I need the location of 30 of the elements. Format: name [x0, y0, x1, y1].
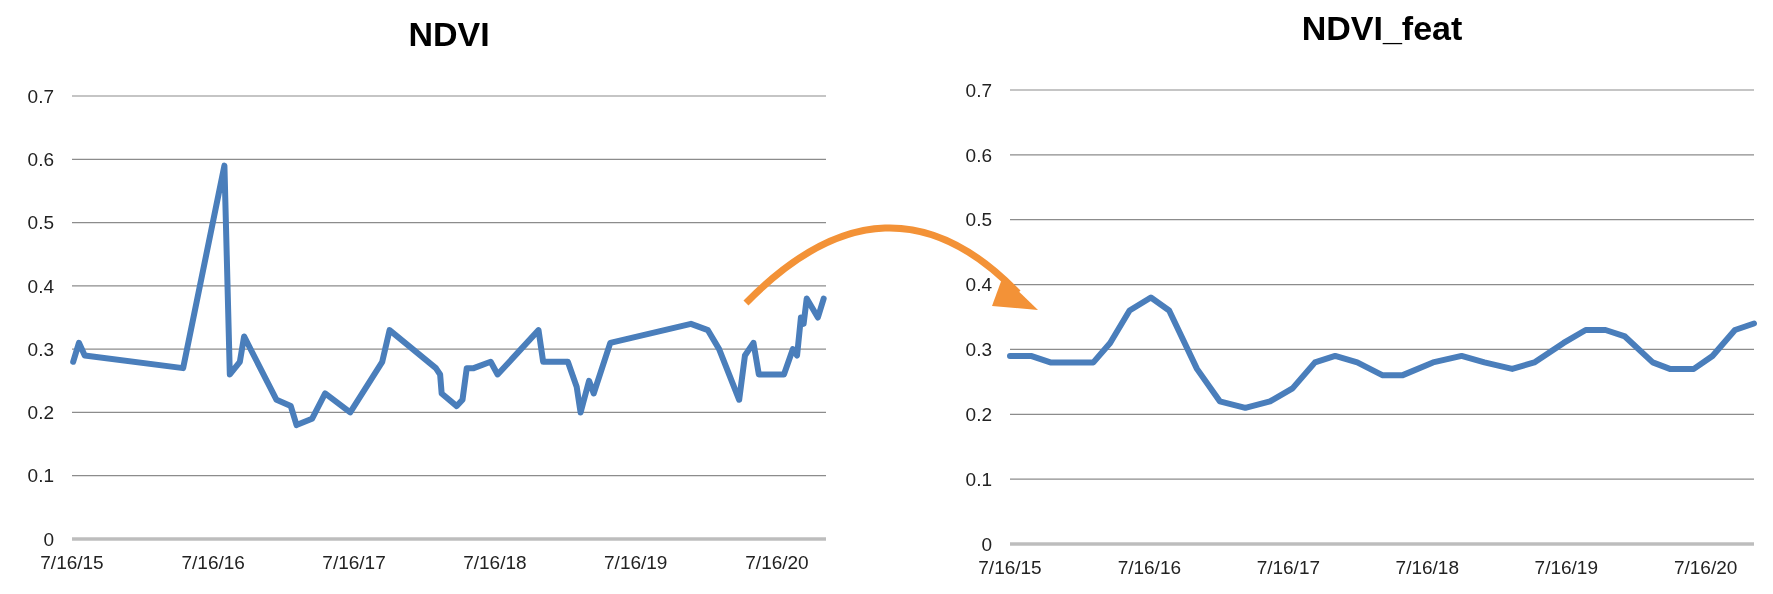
y-tick-label: 0.4 — [27, 275, 55, 297]
y-tick-label: 0.3 — [27, 338, 54, 360]
x-tick-label: 7/16/19 — [604, 552, 668, 573]
x-tick-label: 7/16/18 — [1395, 557, 1460, 578]
x-tick-label: 7/16/17 — [1256, 557, 1321, 578]
y-tick-label: 0.6 — [27, 148, 54, 170]
y-tick-label: 0.3 — [965, 339, 992, 361]
chart-title: NDVI_feat — [1301, 9, 1463, 47]
y-tick-label: 0.1 — [27, 465, 54, 487]
y-tick-label: 0.6 — [965, 144, 992, 166]
x-tick-label: 7/16/20 — [1673, 557, 1738, 578]
chart-title: NDVI — [408, 15, 490, 53]
y-tick-label: 0.5 — [27, 212, 54, 234]
y-tick-label: 0.2 — [965, 403, 992, 425]
x-tick-label: 7/16/20 — [745, 552, 809, 573]
x-tick-label: 7/16/15 — [40, 552, 104, 573]
x-tick-label: 7/16/16 — [181, 552, 245, 573]
y-tick-label: 0.5 — [965, 209, 992, 231]
y-tick-label: 0.7 — [27, 85, 54, 107]
y-tick-label: 0.2 — [27, 402, 54, 424]
x-tick-label: 7/16/19 — [1534, 557, 1598, 578]
y-tick-label: 0 — [981, 533, 992, 555]
x-tick-label: 7/16/16 — [1117, 557, 1182, 578]
y-tick-label: 0.4 — [965, 274, 993, 296]
y-tick-label: 0.7 — [965, 79, 992, 101]
y-tick-label: 0 — [43, 528, 54, 550]
x-tick-label: 7/16/18 — [463, 552, 527, 573]
x-tick-label: 7/16/17 — [322, 552, 386, 573]
y-tick-label: 0.1 — [965, 468, 992, 490]
x-tick-label: 7/16/15 — [978, 557, 1042, 578]
